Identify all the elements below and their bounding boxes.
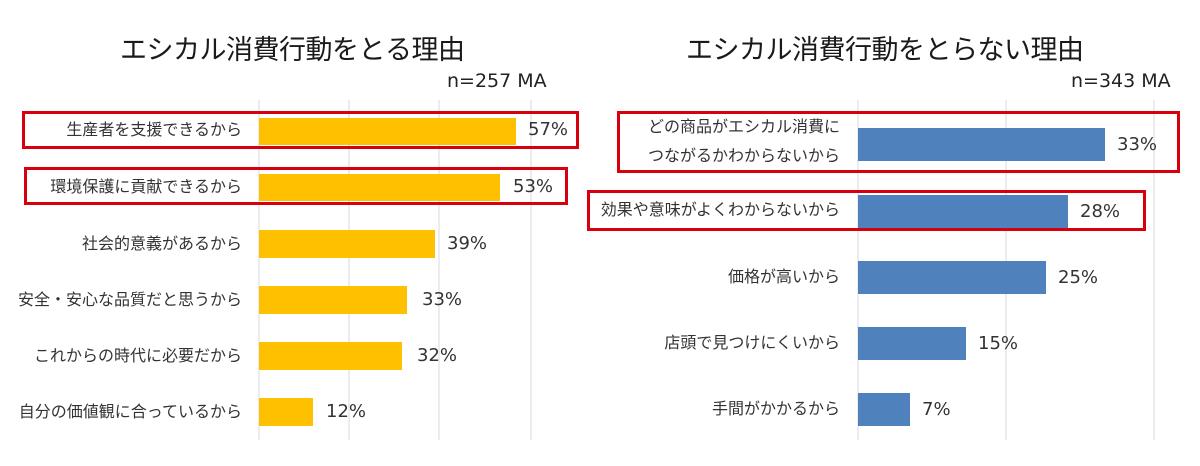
bar xyxy=(858,128,1105,161)
gridline xyxy=(258,100,260,440)
bar xyxy=(259,286,407,314)
category-label: これからの時代に必要だから xyxy=(33,346,242,365)
category-label: 安全・安心な品質だと思うから xyxy=(17,290,242,309)
bar xyxy=(858,327,966,360)
bar xyxy=(259,118,516,145)
value-label: 7% xyxy=(922,399,951,420)
bar xyxy=(259,342,402,370)
gridline xyxy=(1153,100,1155,440)
value-label: 15% xyxy=(978,333,1019,354)
right-chart-title: エシカル消費行動をとらない理由 xyxy=(686,35,1084,66)
value-label: 25% xyxy=(1058,267,1099,288)
gridline xyxy=(348,100,350,440)
category-label: どの商品がエシカル消費に つながるかわからないから xyxy=(648,112,840,170)
bar xyxy=(259,174,500,201)
bar xyxy=(858,393,910,426)
category-label-line2: つながるかわからないから xyxy=(647,146,840,165)
category-label-line1: どの商品がエシカル消費に xyxy=(647,117,840,136)
highlight-box xyxy=(617,111,1180,173)
left-chart-title: エシカル消費行動をとる理由 xyxy=(120,35,465,66)
value-label: 12% xyxy=(326,401,367,422)
right-chart: エシカル消費行動をとらない理由 n=343 MA どの商品がエシカル消費に つな… xyxy=(587,0,1200,466)
left-chart: エシカル消費行動をとる理由 n=257 MA 生産者を支援できるから 57% 環… xyxy=(17,35,579,440)
category-label: 社会的意義があるから xyxy=(81,234,242,253)
category-label: 自分の価値観に合っているから xyxy=(18,402,242,421)
value-label: 57% xyxy=(528,119,569,140)
highlight-box xyxy=(587,190,1146,231)
category-label: 環境保護に貢献できるから xyxy=(50,177,242,196)
bar xyxy=(858,261,1046,294)
value-label: 33% xyxy=(1117,134,1158,155)
left-sample-note: n=257 MA xyxy=(447,70,547,92)
value-label: 39% xyxy=(447,233,488,254)
right-sample-note: n=343 MA xyxy=(1071,70,1171,92)
bar xyxy=(858,195,1068,228)
value-label: 32% xyxy=(417,345,458,366)
value-label: 53% xyxy=(513,176,554,197)
value-label: 28% xyxy=(1080,201,1121,222)
category-label: 店頭で見つけにくいから xyxy=(664,333,840,352)
gridline xyxy=(438,100,440,440)
value-label: 33% xyxy=(422,289,463,310)
highlight-box xyxy=(22,111,579,149)
highlight-box xyxy=(24,167,568,205)
category-label: 価格が高いから xyxy=(727,267,840,286)
category-label: 手間がかかるから xyxy=(711,399,840,418)
bar xyxy=(259,230,435,258)
category-label: 生産者を支援できるから xyxy=(66,120,242,139)
gridline xyxy=(530,100,532,440)
bar xyxy=(259,398,313,426)
category-label: 効果や意味がよくわからないから xyxy=(600,200,840,219)
